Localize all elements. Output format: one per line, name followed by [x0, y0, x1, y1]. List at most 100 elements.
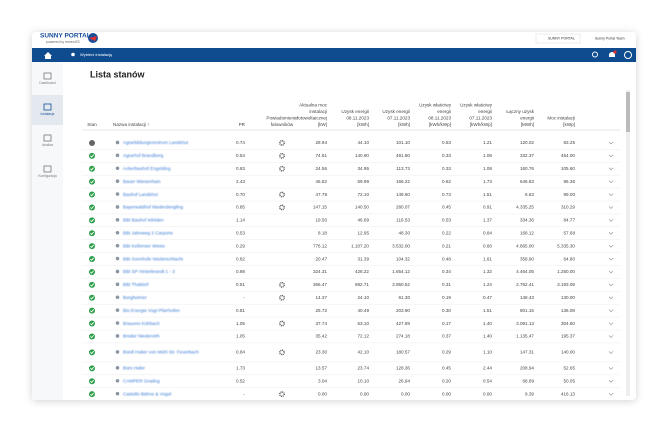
plant-name[interactable]: CAMPER Gnaling	[123, 378, 160, 383]
row-expand[interactable]	[608, 270, 614, 274]
plant-name[interactable]: Castello Bähne & Vogel	[123, 391, 171, 396]
gear-icon[interactable]	[279, 165, 285, 172]
row-expand[interactable]	[608, 232, 614, 235]
row-expand[interactable]	[608, 283, 614, 287]
row-expand[interactable]	[608, 296, 614, 300]
plant-name[interactable]: BBI Jahnweg 2 Carports	[123, 230, 173, 235]
pin-icon[interactable]	[115, 334, 120, 338]
cell: 147.15	[313, 205, 327, 210]
home-icon[interactable]	[44, 52, 52, 59]
sidebar-icon[interactable]	[43, 72, 52, 80]
plant-name[interactable]: BBI Thaldorf	[123, 282, 149, 287]
portal-menu[interactable]	[535, 33, 581, 44]
location-icon[interactable]	[71, 52, 75, 57]
column-header[interactable]: Nazwa instalacji ↑	[113, 122, 150, 127]
row-expand[interactable]	[608, 367, 614, 370]
pin-icon[interactable]	[115, 295, 120, 300]
row-expand[interactable]	[608, 380, 614, 383]
row-expand[interactable]	[608, 257, 614, 261]
gear-icon[interactable]	[279, 320, 285, 327]
plant-name[interactable]: Bio Energie Vogt Pfarrhofen	[123, 308, 180, 313]
gear-icon[interactable]	[279, 152, 285, 159]
sidebar-icon[interactable]	[43, 103, 52, 111]
sidebar-label[interactable]: Analiza	[42, 143, 53, 147]
row-expand[interactable]	[608, 180, 614, 184]
row-expand[interactable]	[608, 335, 614, 338]
pin-icon[interactable]	[115, 166, 120, 171]
info-icon[interactable]	[624, 51, 632, 59]
bell-icon[interactable]	[609, 52, 615, 57]
pin-icon[interactable]	[115, 350, 120, 354]
row-expand[interactable]	[608, 193, 614, 196]
plant-name[interactable]: Bayerwaldhof Niederdengling	[123, 205, 183, 210]
row-expand[interactable]	[608, 206, 614, 209]
pin-icon[interactable]	[115, 308, 120, 312]
pin-icon[interactable]	[115, 256, 120, 261]
user-name[interactable]: Sunny Portal Team	[595, 36, 625, 40]
gear-icon[interactable]	[279, 140, 285, 146]
scroll-thumb[interactable]	[626, 92, 630, 132]
sidebar-icon[interactable]	[43, 165, 52, 173]
row-expand[interactable]	[608, 244, 614, 248]
sidebar-label[interactable]: Instalacje	[41, 112, 55, 116]
sidebar-label[interactable]: Konfiguracja	[38, 174, 56, 178]
row-expand[interactable]	[608, 351, 614, 354]
plant-name[interactable]: Bauhof Landshut	[123, 192, 158, 197]
pin-icon[interactable]	[115, 230, 120, 235]
plant-name[interactable]: Brauerei Kühbach	[123, 321, 160, 326]
gear-icon[interactable]	[279, 281, 285, 288]
plant-name[interactable]: Bürs Hafer	[123, 366, 145, 371]
plant-name[interactable]: Agrarhof Brandberg	[123, 153, 164, 158]
row-expand[interactable]	[608, 154, 614, 158]
row-expand[interactable]	[608, 392, 614, 396]
cell: 454.00	[561, 153, 575, 158]
pin-icon[interactable]	[115, 282, 120, 287]
row-expand[interactable]	[608, 309, 614, 313]
column-header[interactable]: Stan	[87, 122, 97, 127]
row-expand[interactable]	[608, 167, 614, 171]
sidebar-label[interactable]: Dashboard	[39, 81, 55, 85]
pin-icon[interactable]	[115, 366, 120, 370]
pin-icon[interactable]	[115, 321, 120, 325]
pin-icon[interactable]	[115, 391, 120, 396]
cell: 0.73	[442, 192, 451, 197]
pin-icon[interactable]	[115, 243, 120, 248]
row-expand[interactable]	[608, 141, 614, 145]
gear-icon[interactable]	[279, 349, 285, 356]
plant-name[interactable]: BBI Bauhof Isfelden	[123, 218, 164, 223]
gear-icon[interactable]	[279, 391, 285, 398]
pin-icon[interactable]	[115, 378, 120, 383]
cell: -	[243, 391, 245, 396]
portal-menu-label[interactable]: SUNNY PORTAL	[548, 36, 575, 40]
gear-icon[interactable]	[279, 204, 285, 211]
sidebar-icon[interactable]	[43, 134, 52, 142]
pin-icon[interactable]	[115, 140, 120, 145]
gear-icon[interactable]	[279, 191, 285, 198]
cell: 682.71	[355, 282, 369, 287]
plant-name[interactable]: BBI SP Hinterbrandt 1 - 3	[123, 269, 175, 274]
search-icon[interactable]	[592, 51, 598, 58]
pin-icon[interactable]	[115, 179, 120, 183]
plant-name[interactable]: BBI Sonnhofe Niederschlacht	[123, 256, 184, 261]
cell: 1.135.47	[516, 334, 534, 339]
cell: 0.29	[236, 243, 245, 248]
plant-name[interactable]: Bauer Wiesenhain	[123, 179, 161, 184]
plant-name[interactable]: Bürdl Huber von Mühl Str. Feuerbach	[123, 350, 199, 355]
pin-icon[interactable]	[115, 269, 120, 274]
pin-icon[interactable]	[115, 218, 120, 222]
pin-icon[interactable]	[115, 192, 120, 196]
plant-name[interactable]: Agrarbildungszentrum Landshut	[123, 140, 189, 145]
row-expand[interactable]	[608, 322, 614, 325]
pin-icon[interactable]	[115, 153, 120, 158]
plant-name[interactable]: Brüder Niederorth	[123, 334, 160, 339]
location[interactable]: Wybierz instalację	[80, 52, 113, 57]
plant-name[interactable]: Ackerbauhof Engelding	[123, 166, 171, 171]
gear-icon[interactable]	[279, 294, 285, 301]
column-header[interactable]: PR	[239, 122, 246, 127]
cell: 366.47	[313, 282, 327, 287]
cell: 208.94	[520, 366, 534, 371]
row-expand[interactable]	[608, 219, 614, 222]
plant-name[interactable]: BBI Kellenser Wiese	[123, 243, 165, 248]
plant-name[interactable]: Bergheimer	[123, 295, 147, 300]
pin-icon[interactable]	[115, 205, 120, 209]
